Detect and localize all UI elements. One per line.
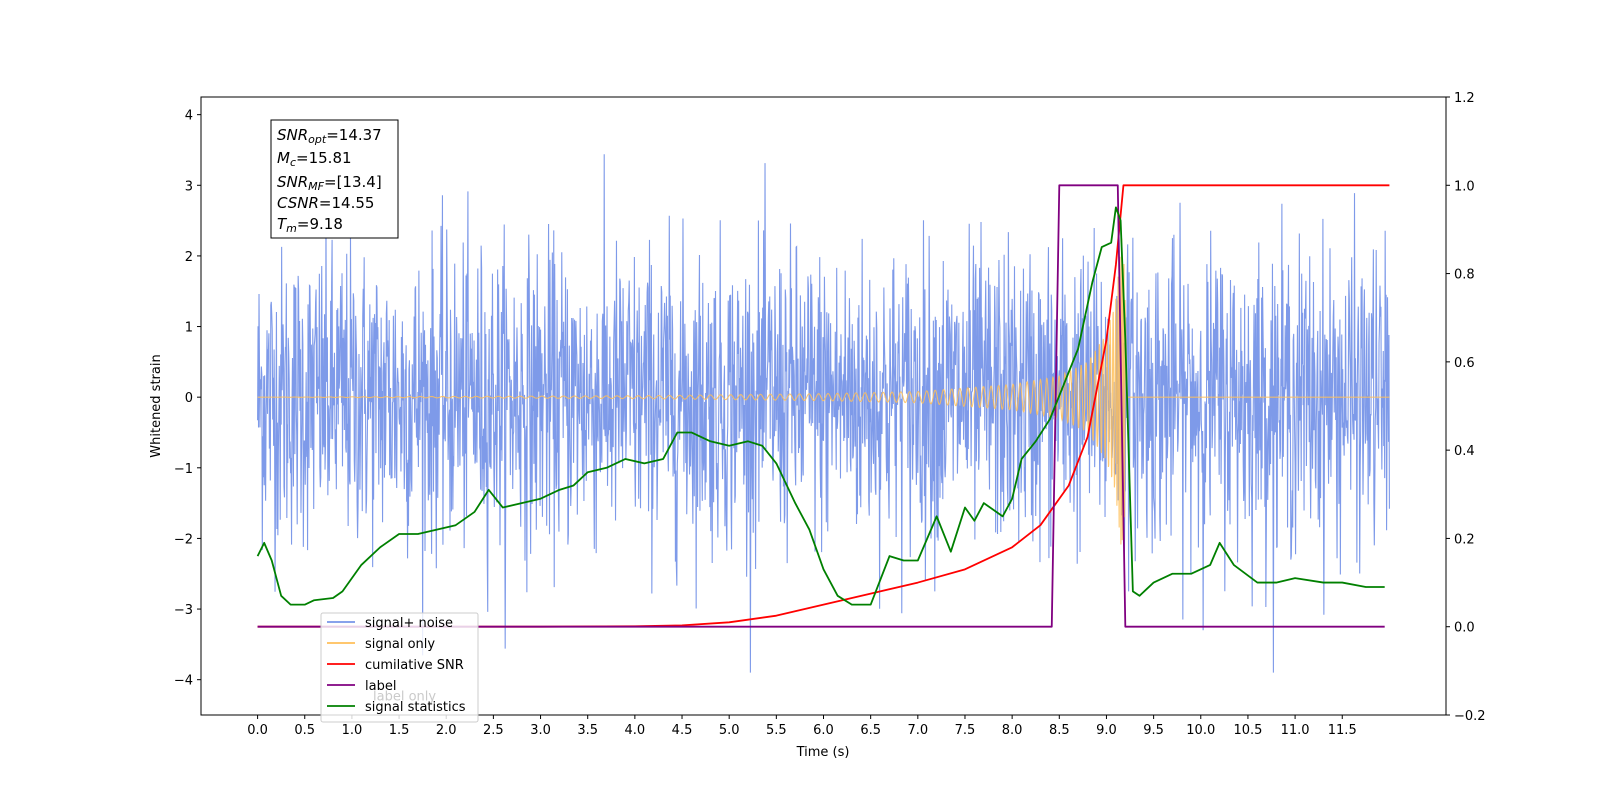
- series-signal-statistics: [256, 206, 1385, 606]
- y-tick-label: 1: [185, 321, 193, 336]
- stats-mc: Mc=15.81: [277, 149, 352, 169]
- legend: signal+ noise signal only cumilative SNR la…: [320, 612, 479, 723]
- series-signal-only: [257, 238, 1390, 545]
- series-signal-noise: [257, 154, 1390, 673]
- x-tick-label: 9.5: [1143, 723, 1164, 738]
- series-layer: [256, 154, 1390, 673]
- stats-tm: Tm=9.18: [277, 215, 343, 235]
- stats-box: SNRopt=14.37 Mc=15.81 SNRMF=[13.4] CSNR=…: [270, 119, 399, 239]
- x-tick-label: 8.0: [1002, 723, 1023, 738]
- x-tick-label: 4.0: [625, 723, 646, 738]
- y2-tick-label: 0.2: [1454, 532, 1475, 547]
- y-tick-label: −1: [174, 462, 193, 477]
- x-tick-label: 11.5: [1328, 723, 1357, 738]
- legend-label: label: [365, 679, 396, 694]
- y-tick-label: −3: [174, 603, 193, 618]
- x-tick-label: 7.0: [907, 723, 928, 738]
- x-tick-label: 8.5: [1049, 723, 1070, 738]
- stats-box-frame: [270, 119, 399, 239]
- y2-tick-label: 0.8: [1454, 268, 1475, 283]
- stats-snr-opt: SNRopt=14.37: [277, 126, 382, 146]
- x-tick-label: 1.5: [389, 723, 410, 738]
- legend-frame: [320, 612, 479, 723]
- y2-tick-label: 1.0: [1454, 179, 1475, 194]
- x-tick-label: 7.5: [955, 723, 976, 738]
- stats-snr-mf: SNRMF=[13.4]: [277, 173, 382, 193]
- y-tick-label: 2: [185, 250, 193, 265]
- stats-csnr: CSNR=14.55: [277, 194, 374, 212]
- x-tick-label: 0.0: [247, 723, 268, 738]
- x-ticks: 0.0 0.5 1.0 1.5 2.0 2.5 3.0 3.5 4.0 4.5 5.0 5.5 6.0 6…: [247, 715, 1357, 738]
- legend-label: signal statistics: [365, 700, 466, 715]
- x-tick-label: 0.5: [294, 723, 315, 738]
- y2-tick-label: −0.2: [1454, 709, 1486, 724]
- y-tick-label: 0: [185, 391, 193, 406]
- y-tick-label: −4: [174, 674, 193, 689]
- x-tick-label: 3.5: [577, 723, 598, 738]
- x-tick-label: 1.0: [342, 723, 363, 738]
- x-tick-label: 2.5: [483, 723, 504, 738]
- legend-ghost-label: label only: [373, 690, 436, 705]
- series-cumulative-snr: [257, 184, 1390, 628]
- x-tick-label: 11.0: [1281, 723, 1310, 738]
- legend-label: signal+ noise: [365, 616, 453, 631]
- y2-ticks: −0.2 0.0 0.2 0.4 0.6 0.8 1.0 1.2: [1446, 91, 1486, 724]
- y2-tick-label: 0.4: [1454, 444, 1475, 459]
- y-tick-label: −2: [174, 532, 193, 547]
- y2-tick-label: 1.2: [1454, 91, 1475, 106]
- x-axis-label: Time (s): [796, 745, 850, 760]
- x-tick-label: 3.0: [530, 723, 551, 738]
- legend-label: cumilative SNR: [365, 658, 464, 673]
- y2-tick-label: 0.0: [1454, 621, 1475, 636]
- x-tick-label: 5.0: [719, 723, 740, 738]
- y-tick-label: 3: [185, 179, 193, 194]
- x-tick-label: 5.5: [766, 723, 787, 738]
- x-tick-label: 10.5: [1233, 723, 1262, 738]
- y-ticks: −4 −3 −2 −1 0 1 2 3 4: [174, 109, 201, 689]
- x-tick-label: 4.5: [672, 723, 693, 738]
- legend-items: signal+ noise signal only cumilative SNR la…: [327, 616, 466, 715]
- x-tick-label: 10.0: [1186, 723, 1215, 738]
- x-tick-label: 6.5: [860, 723, 881, 738]
- x-tick-label: 2.0: [436, 723, 457, 738]
- legend-label: signal only: [365, 637, 435, 652]
- x-tick-label: 6.0: [813, 723, 834, 738]
- series-label: [257, 184, 1385, 628]
- y-tick-label: 4: [185, 109, 193, 124]
- y2-tick-label: 0.6: [1454, 356, 1475, 371]
- x-tick-label: 9.0: [1096, 723, 1117, 738]
- y-axis-label: Whitened strain: [149, 354, 164, 457]
